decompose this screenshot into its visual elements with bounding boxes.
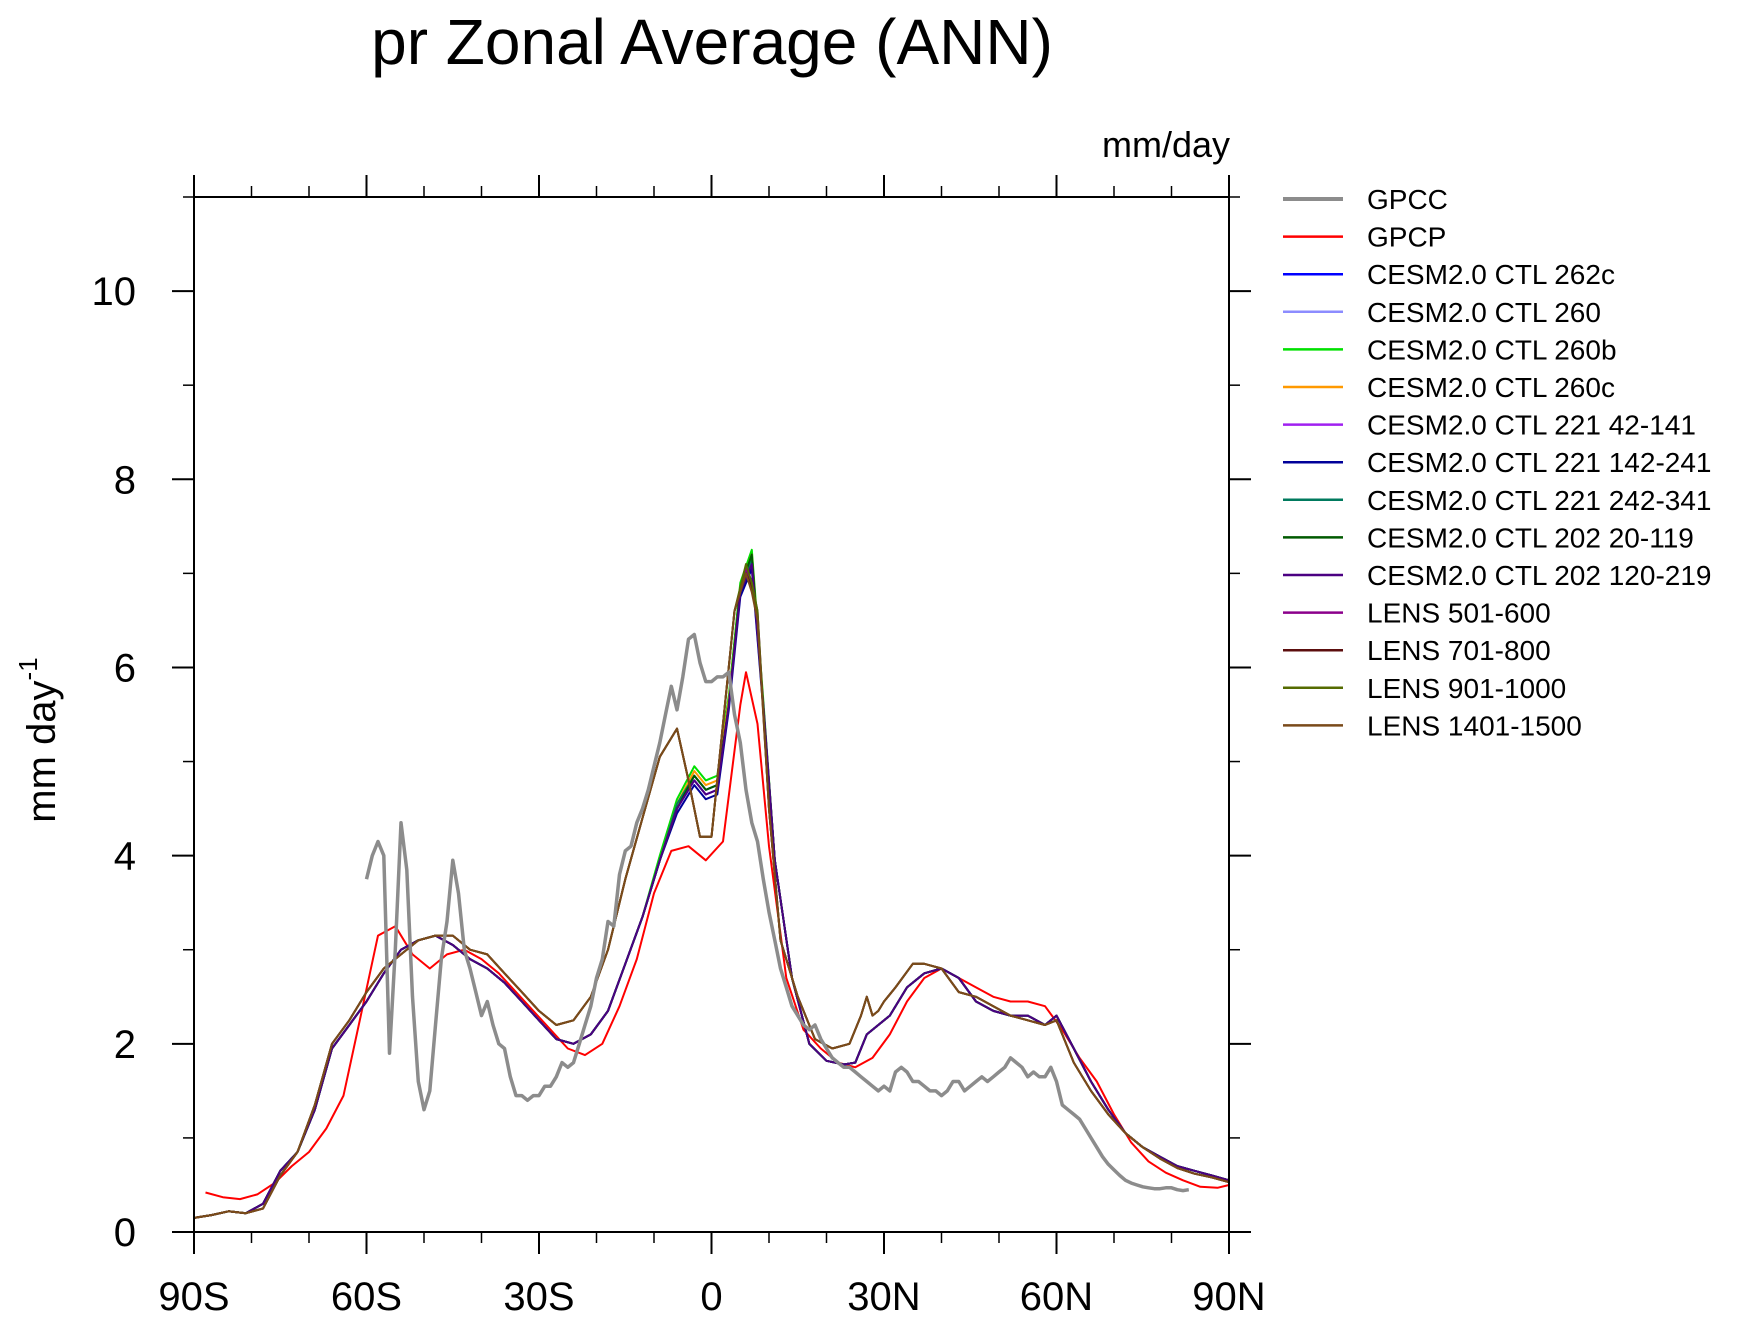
series-line xyxy=(193,553,1230,1219)
series-line xyxy=(364,632,1190,1193)
series-line xyxy=(193,558,1230,1219)
series-line xyxy=(193,567,1230,1219)
y-tick-label: 8 xyxy=(114,458,136,502)
y-tick-label: 6 xyxy=(114,646,136,690)
legend-label: CESM2.0 CTL 221 42-141 xyxy=(1367,410,1696,441)
plot-frame xyxy=(193,196,1230,1233)
x-tick-label: 60N xyxy=(1020,1275,1093,1319)
series-line xyxy=(193,567,1230,1219)
legend-label: CESM2.0 CTL 260b xyxy=(1367,334,1617,365)
y-axis-label-text: mm day xyxy=(20,680,64,822)
legend-label: CESM2.0 CTL 260c xyxy=(1367,372,1615,403)
legend-label: GPCC xyxy=(1367,184,1448,215)
series-line xyxy=(193,567,1230,1219)
y-tick-label: 2 xyxy=(114,1023,136,1067)
legend: GPCC GPCP CESM2.0 CTL 262c CESM2.0 CTL 260 C… xyxy=(1283,184,1712,741)
plot-lines xyxy=(193,548,1230,1219)
x-tick-label: 30S xyxy=(503,1275,574,1319)
series-line xyxy=(193,572,1230,1219)
series-line xyxy=(193,553,1230,1219)
series-line xyxy=(205,671,1230,1201)
y-tick-label: 0 xyxy=(114,1211,136,1255)
legend-label: LENS 701-800 xyxy=(1367,635,1551,666)
y-tick-label: 4 xyxy=(114,835,136,879)
legend-label: LENS 1401-1500 xyxy=(1367,710,1582,741)
series-line xyxy=(193,558,1230,1219)
series-line xyxy=(193,563,1230,1219)
axes: 90S 60S 30S 0 30N 60N 90N 0 2 4 6 8 10 xyxy=(92,175,1266,1319)
y-axis-label: mm day-1 xyxy=(13,657,64,822)
series-line xyxy=(193,548,1230,1219)
y-tick-label: 10 xyxy=(92,270,137,314)
series-line xyxy=(193,572,1230,1219)
x-tick-label: 0 xyxy=(700,1275,722,1319)
legend-label: CESM2.0 CTL 202 20-119 xyxy=(1367,522,1694,553)
legend-label: CESM2.0 CTL 221 142-241 xyxy=(1367,447,1712,478)
x-tick-label: 30N xyxy=(847,1275,920,1319)
legend-label: CESM2.0 CTL 202 120-219 xyxy=(1367,560,1712,591)
legend-label: LENS 901-1000 xyxy=(1367,673,1566,704)
units-label: mm/day xyxy=(1102,124,1230,165)
x-tick-label: 90S xyxy=(158,1275,229,1319)
legend-label: GPCP xyxy=(1367,222,1446,253)
series-line xyxy=(193,563,1230,1219)
legend-label: CESM2.0 CTL 262c xyxy=(1367,259,1615,290)
y-axis-label-superscript: -1 xyxy=(13,657,43,680)
legend-label: CESM2.0 CTL 260 xyxy=(1367,297,1601,328)
legend-label: LENS 501-600 xyxy=(1367,598,1551,629)
x-tick-label: 90N xyxy=(1192,1275,1265,1319)
series-line xyxy=(193,563,1230,1219)
chart-title: pr Zonal Average (ANN) xyxy=(371,6,1053,78)
legend-label: CESM2.0 CTL 221 242-341 xyxy=(1367,485,1712,516)
x-tick-label: 60S xyxy=(331,1275,402,1319)
